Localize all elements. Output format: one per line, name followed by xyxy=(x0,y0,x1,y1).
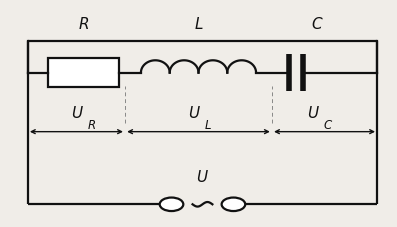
Text: $\mathit{R}$: $\mathit{R}$ xyxy=(78,16,89,32)
Text: $\mathit{U}$: $\mathit{U}$ xyxy=(71,106,84,121)
Circle shape xyxy=(160,197,183,211)
Text: $\mathit{C}$: $\mathit{C}$ xyxy=(323,119,333,132)
Text: $\mathit{L}$: $\mathit{L}$ xyxy=(194,16,203,32)
Text: $\mathit{C}$: $\mathit{C}$ xyxy=(311,16,324,32)
Text: $\mathit{U}$: $\mathit{U}$ xyxy=(196,169,209,185)
Text: $\mathit{U}$: $\mathit{U}$ xyxy=(188,106,201,121)
Text: $\mathit{L}$: $\mathit{L}$ xyxy=(204,119,212,132)
Text: $\mathit{U}$: $\mathit{U}$ xyxy=(307,106,320,121)
FancyBboxPatch shape xyxy=(48,58,119,87)
Circle shape xyxy=(222,197,245,211)
Text: $\mathit{R}$: $\mathit{R}$ xyxy=(87,119,96,132)
